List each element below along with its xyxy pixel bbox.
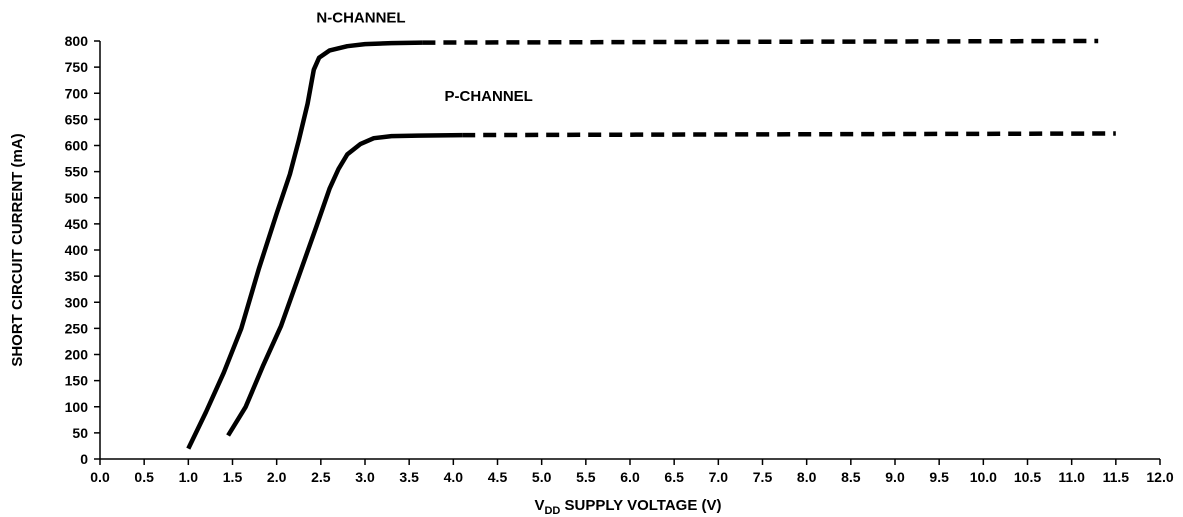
y-tick-label: 250 (65, 320, 89, 336)
x-tick-label: 9.5 (929, 469, 949, 485)
x-axis-ticks: 0.0 0.5 1.0 1.5 2.0 2.5 3.0 3.5 4.0 4.5 5.0 5.5 6.0 6… (90, 459, 1174, 485)
series-labels: N-CHANNEL P-CHANNEL (316, 10, 532, 105)
x-tick-label: 6.5 (664, 469, 684, 485)
x-tick-label: 9.0 (885, 469, 905, 485)
y-tick-label: 450 (65, 216, 89, 232)
series-layer (186, 38, 1116, 450)
x-tick-label: 11.5 (1103, 469, 1130, 485)
y-tick-label: 400 (65, 242, 89, 258)
x-tick-label: 7.0 (709, 469, 729, 485)
x-tick-label: 8.0 (797, 469, 817, 485)
y-axis-title: SHORT CIRCUIT CURRENT (mA) (9, 133, 26, 366)
x-tick-label: 1.5 (223, 469, 243, 485)
x-tick-label: 10.0 (970, 469, 997, 485)
y-tick-label: 100 (65, 399, 89, 415)
y-tick-label: 550 (65, 164, 89, 180)
x-tick-label: 11.0 (1058, 469, 1085, 485)
n-channel-solid-line (186, 40, 423, 450)
y-tick-label: 0 (80, 451, 88, 467)
y-tick-label: 150 (65, 373, 89, 389)
x-tick-label: 0.5 (134, 469, 154, 485)
x-tick-label: 4.0 (444, 469, 464, 485)
x-axis-title: VDD SUPPLY VOLTAGE (V) (534, 497, 721, 517)
x-tick-label: 5.5 (576, 469, 596, 485)
x-tick-label: 8.5 (841, 469, 861, 485)
x-tick-label: 0.0 (90, 469, 110, 485)
p-channel-label: P-CHANNEL (445, 88, 533, 105)
x-tick-label: 3.5 (399, 469, 419, 485)
x-axis-title-subscript: DD (544, 505, 560, 517)
p-channel-dashed-line (462, 131, 1116, 138)
x-tick-label: 5.0 (532, 469, 552, 485)
x-tick-label: 7.5 (753, 469, 773, 485)
y-axis-ticks: 0 50 100 150 200 250 300 350 400 450 500 550 600 650 7… (65, 33, 100, 467)
y-tick-label: 600 (65, 138, 89, 154)
p-channel-solid-line (226, 132, 463, 437)
x-tick-label: 2.5 (311, 469, 331, 485)
x-tick-label: 3.0 (355, 469, 375, 485)
y-tick-label: 650 (65, 111, 89, 127)
y-tick-label: 200 (65, 347, 89, 363)
n-channel-dashed-line (422, 38, 1099, 45)
x-tick-label: 2.0 (267, 469, 287, 485)
x-tick-label: 1.0 (179, 469, 199, 485)
n-channel-label: N-CHANNEL (316, 10, 405, 27)
y-tick-label: 750 (65, 59, 89, 75)
x-tick-label: 4.5 (488, 469, 508, 485)
y-tick-label: 500 (65, 190, 89, 206)
y-tick-label: 300 (65, 294, 89, 310)
y-tick-label: 800 (65, 33, 89, 49)
x-axis-title-suffix: SUPPLY VOLTAGE (V) (560, 497, 721, 514)
y-tick-label: 350 (65, 268, 89, 284)
x-axis-title-prefix: V (534, 497, 544, 514)
x-tick-label: 12.0 (1146, 469, 1173, 485)
y-tick-label: 50 (72, 425, 88, 441)
x-tick-label: 10.5 (1014, 469, 1041, 485)
y-tick-label: 700 (65, 85, 89, 101)
x-tick-label: 6.0 (620, 469, 640, 485)
